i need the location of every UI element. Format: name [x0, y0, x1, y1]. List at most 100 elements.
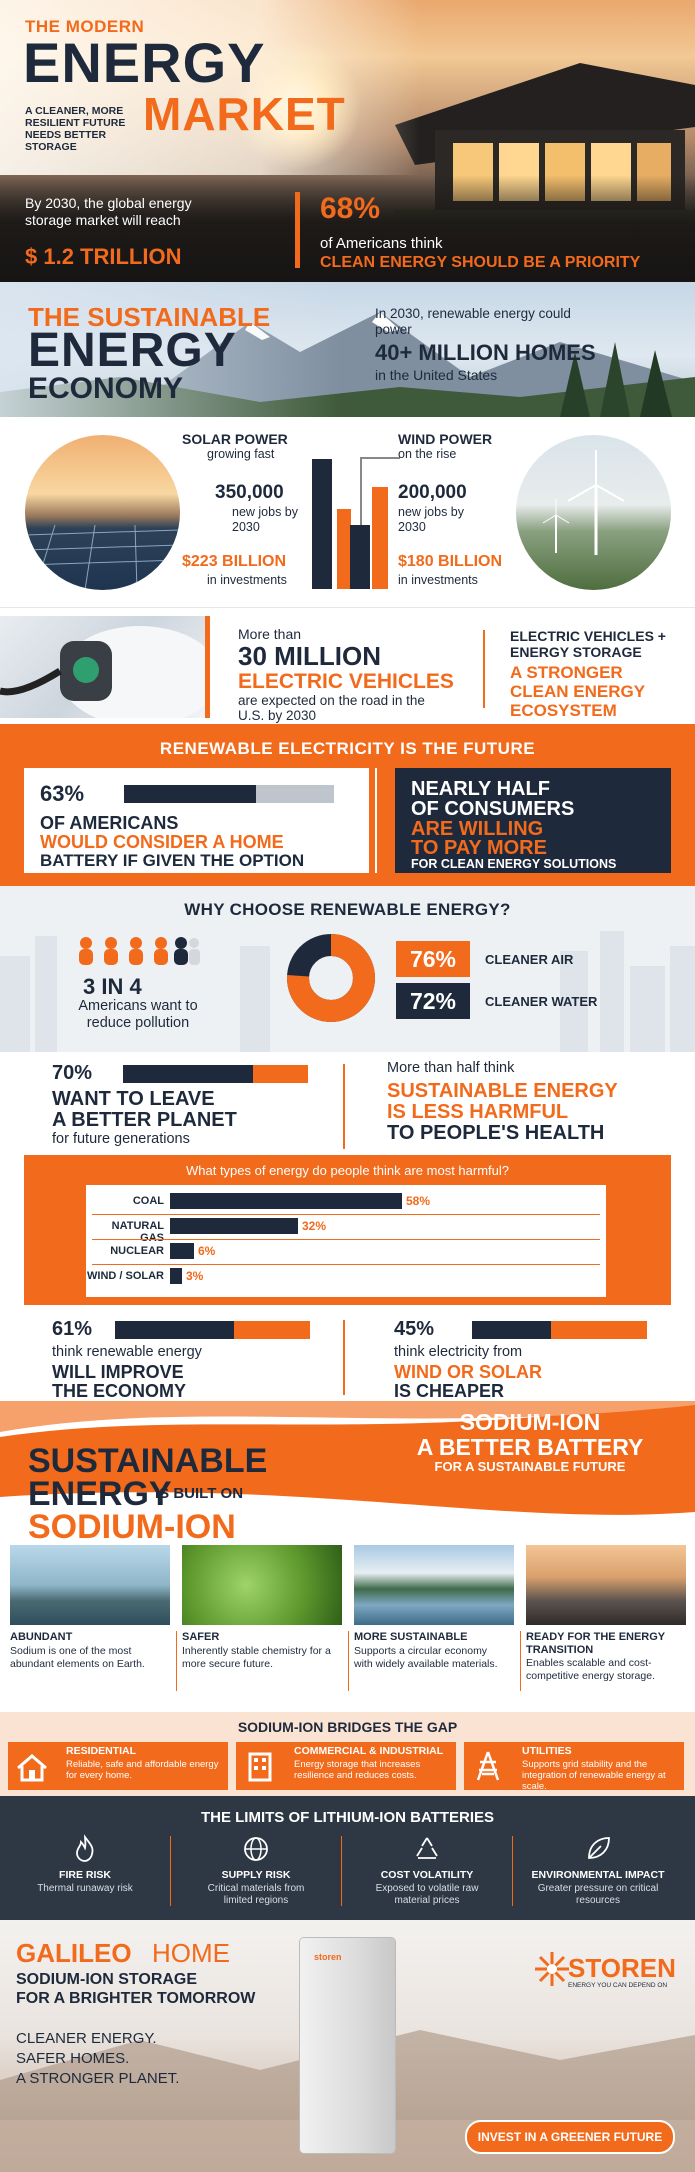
- chart-row-divider: [92, 1239, 600, 1240]
- sodium-l3: SODIUM-ION: [28, 1508, 236, 1546]
- sodium-section: SODIUM-ION A BETTER BATTERY FOR A SUSTAI…: [0, 1397, 695, 1712]
- solar-jobs-text: new jobs by 2030: [232, 505, 299, 534]
- solar-title: SOLAR POWER: [182, 431, 288, 447]
- galileo-section: storen GALILEO HOME SODIUM-ION STORAGE F…: [0, 1920, 695, 2172]
- harmful-chart-title: What types of energy do people think are…: [185, 1163, 509, 1178]
- ev-intro: More than: [238, 626, 302, 642]
- planet-chart-section: 70% WANT TO LEAVE A BETTER PLANET for fu…: [0, 1052, 695, 1401]
- galileo-title2: HOME: [152, 1938, 230, 1968]
- limits-section: THE LIMITS OF LITHIUM-ION BATTERIES FIRE…: [0, 1796, 695, 1920]
- why-title: WHY CHOOSE RENEWABLE ENERGY?: [184, 900, 511, 919]
- chart-bar: [170, 1243, 194, 1259]
- sodium-l1: SUSTAINABLE: [28, 1442, 268, 1480]
- why-ratio: 3 IN 4: [83, 974, 142, 999]
- hero-title-market: MARKET: [143, 88, 346, 140]
- ev-right-divider: [483, 630, 485, 708]
- cheaper-line3: IS CHEAPER: [394, 1381, 505, 1401]
- wind-jobs: 200,000: [398, 482, 467, 503]
- sodium-card-title: READY FOR THE ENERGY TRANSITION: [526, 1631, 665, 1656]
- solar-jobs: 350,000: [215, 482, 284, 503]
- economy-text2: 40+ MILLION HOMES: [375, 340, 596, 365]
- harmful-chart: COAL 58% NATURAL GAS 32% NUCLEAR 6% WIND / SOL…: [86, 1185, 606, 1297]
- sodium-r3: FOR A SUSTAINABLE FUTURE: [434, 1459, 626, 1474]
- chart-row-divider: [92, 1264, 600, 1265]
- sodium-r1: SODIUM-ION: [459, 1409, 601, 1435]
- hero-dark-band: [0, 175, 695, 282]
- left-fade: [0, 282, 340, 417]
- progress-fill: [123, 1065, 253, 1083]
- storen-logo-icon: [535, 1952, 569, 1986]
- hero-pct: 68%: [320, 192, 381, 225]
- cheaper-pct: 45%: [394, 1318, 435, 1340]
- sodium-card-divider: [348, 1631, 349, 1691]
- bridge-item-title: RESIDENTIAL: [66, 1745, 137, 1757]
- home-battery-pct: 63%: [40, 781, 85, 806]
- solar-sub: growing fast: [207, 447, 275, 461]
- economy-line1: think renewable energy: [52, 1344, 202, 1360]
- planet-right3: TO PEOPLE'S HEALTH: [387, 1122, 605, 1144]
- renewable-title: RENEWABLE ELECTRICITY IS THE FUTURE: [159, 739, 536, 758]
- air-label: CLEANER AIR: [485, 952, 574, 967]
- consumers-right3: ARE WILLING: [411, 818, 544, 840]
- solar-wind-section: SOLAR POWER growing fast 350,000 new job…: [0, 417, 695, 607]
- chart-value-label: 58%: [406, 1194, 431, 1208]
- bridge-icon-box: [236, 1742, 284, 1790]
- sodium-card-text: Enables scalable and cost-competitive en…: [526, 1657, 655, 1682]
- hero-stat-text: By 2030, the global energy storage marke…: [25, 195, 192, 228]
- limit-item-title: ENVIRONMENTAL IMPACT: [531, 1869, 665, 1881]
- hero-section: THE MODERN ENERGY MARKET A CLEANER, MORE…: [0, 0, 695, 282]
- progress-fill: [115, 1321, 234, 1339]
- chart-value-label: 32%: [302, 1219, 327, 1233]
- hero-title-energy: ENERGY: [23, 31, 266, 94]
- water-pct-box: 72%: [396, 983, 470, 1019]
- recycle-icon: [416, 1837, 438, 1859]
- bridge-icon-box: [8, 1742, 56, 1790]
- ev-text: are expected on the road in the U.S. by …: [238, 693, 425, 723]
- solar-invest-text: in investments: [207, 573, 287, 587]
- chart-value-label: 3%: [186, 1269, 204, 1283]
- why-section: WHY CHOOSE RENEWABLE ENERGY? 3 IN 4 Amer…: [0, 886, 695, 1052]
- sodium-card-divider: [176, 1631, 177, 1691]
- bar-connector-v: [360, 457, 362, 525]
- invest-cta-button[interactable]: INVEST IN A GREENER FUTURE: [465, 2120, 675, 2154]
- wind-invest-bar: [372, 487, 388, 589]
- bridge-section: SODIUM-ION BRIDGES THE GAP RESIDENTIAL Re…: [0, 1712, 695, 1796]
- people-icons: [76, 936, 201, 966]
- wind-jobs-text: new jobs by 2030: [398, 505, 465, 534]
- planet-progress: [123, 1065, 308, 1083]
- limit-item-text: Exposed to volatile raw material prices: [375, 1883, 479, 1906]
- hero-stat-value: $ 1.2 TRILLION: [25, 244, 182, 269]
- planet-right-intro: More than half think: [387, 1060, 515, 1076]
- house-icon: [17, 1754, 47, 1782]
- mountain-lake-photo: [354, 1545, 514, 1625]
- economy-line3: THE ECONOMY: [52, 1381, 187, 1401]
- ev-section: More than 30 MILLION ELECTRIC VEHICLES a…: [0, 607, 695, 724]
- ev-big2: ELECTRIC VEHICLES: [238, 670, 454, 693]
- hero-fade: [0, 0, 420, 175]
- home-battery-line2: WOULD CONSIDER A HOME: [40, 832, 284, 852]
- air-pct-box: 76%: [396, 941, 470, 977]
- bridge-text-box: [284, 1742, 456, 1790]
- chart-bar: [170, 1218, 298, 1234]
- bridge-item-text: Reliable, safe and affordable energy for…: [66, 1759, 219, 1781]
- storen-tagline: ENERGY YOU CAN DEPEND ON: [568, 1982, 668, 1989]
- battery-logo: storen: [314, 1952, 342, 1962]
- cheaper-progress: [472, 1321, 647, 1339]
- galileo-sub2: FOR A BRIGHTER TOMORROW: [16, 1990, 256, 2007]
- leaf-icon: [588, 1837, 610, 1859]
- economy-line3: ECONOMY: [28, 372, 184, 405]
- air-donut-chart: [287, 934, 375, 1022]
- battery-unit: storen: [300, 1938, 395, 2153]
- hero-pct-line2: CLEAN ENERGY SHOULD BE A PRIORITY: [320, 254, 641, 271]
- home-battery-line1: OF AMERICANS: [40, 813, 179, 833]
- bridge-icon-box: [464, 1742, 512, 1790]
- ev-big: 30 MILLION: [238, 641, 382, 671]
- hero-kicker: THE MODERN: [25, 17, 145, 36]
- sodium-card-text: Sodium is one of the most abundant eleme…: [10, 1645, 145, 1670]
- bridge-item-title: COMMERCIAL & INDUSTRIAL: [294, 1745, 444, 1757]
- chart-value-label: 6%: [198, 1244, 216, 1258]
- cheaper-line1: think electricity from: [394, 1344, 523, 1360]
- bridge-title: SODIUM-ION BRIDGES THE GAP: [237, 1719, 458, 1735]
- economy-progress: [115, 1321, 310, 1339]
- solar-panel-photo: [25, 435, 180, 590]
